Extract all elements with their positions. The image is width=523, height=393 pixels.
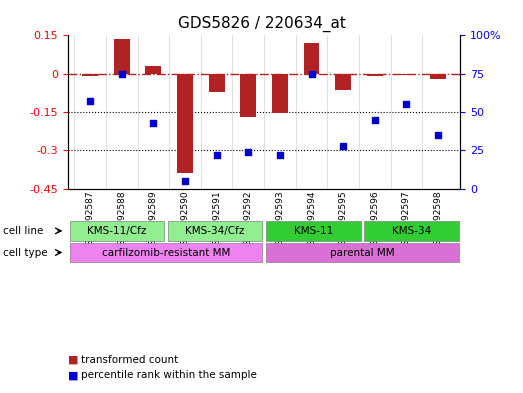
Point [434,132,442,138]
Point [402,101,411,107]
Point [212,152,221,158]
Bar [272,73,288,113]
Bar [266,221,360,241]
Bar [70,243,263,262]
Bar [168,221,263,241]
Bar [367,73,383,76]
Point [244,149,253,155]
Text: KMS-11/Cfz: KMS-11/Cfz [87,226,147,236]
Bar [304,43,320,73]
Text: percentile rank within the sample: percentile rank within the sample [81,370,257,380]
Text: KMS-11: KMS-11 [293,226,333,236]
Bar [114,39,130,73]
Bar [266,243,459,262]
Text: KMS-34/Cfz: KMS-34/Cfz [185,226,245,236]
Text: KMS-34: KMS-34 [392,226,431,236]
Bar [364,221,459,241]
Bar [241,73,256,117]
Point [86,98,94,105]
Bar [82,73,98,76]
Text: GDS5826 / 220634_at: GDS5826 / 220634_at [178,16,345,32]
Text: transformed count: transformed count [81,354,178,365]
Point [181,178,189,184]
Text: ■: ■ [68,354,78,365]
Text: cell type: cell type [3,248,47,257]
Bar [430,73,446,79]
Text: carfilzomib-resistant MM: carfilzomib-resistant MM [102,248,230,257]
Bar [177,73,193,173]
Point [149,119,157,126]
Text: cell line: cell line [3,226,43,236]
Bar [145,66,161,73]
Text: parental MM: parental MM [330,248,394,257]
Point [308,70,316,77]
Point [118,70,126,77]
Bar [209,73,224,92]
Point [371,116,379,123]
Bar [335,73,351,90]
Point [276,152,284,158]
Bar [70,221,164,241]
Point [339,143,347,149]
Text: ■: ■ [68,370,78,380]
Bar [399,73,414,75]
